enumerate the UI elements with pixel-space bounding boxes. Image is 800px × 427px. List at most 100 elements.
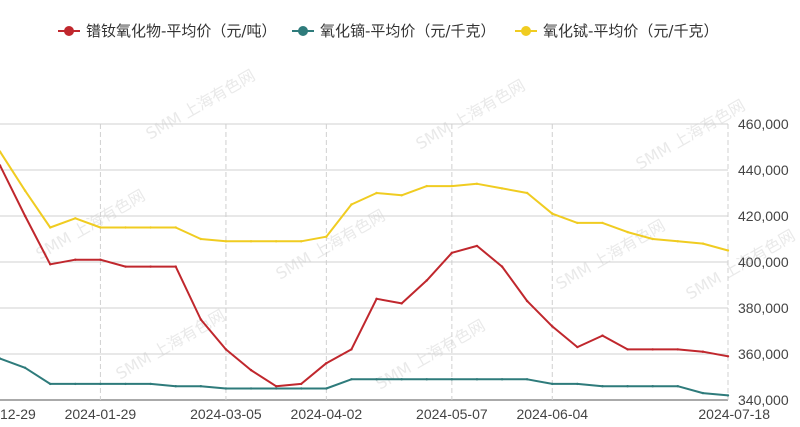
y-tick-label: 400,000 bbox=[738, 254, 789, 270]
series-3-point bbox=[325, 235, 328, 238]
series-3-point bbox=[174, 226, 177, 229]
series-3-point bbox=[375, 191, 378, 195]
series-1-point bbox=[149, 265, 152, 268]
series-2-point bbox=[525, 378, 529, 381]
series-1-point bbox=[224, 348, 228, 351]
series-1-point bbox=[676, 348, 679, 351]
legend-label: 氧化镝-平均价（元/千克） bbox=[320, 22, 495, 40]
series-3-point bbox=[525, 191, 529, 195]
legend-item-2[interactable]: 氧化镝-平均价（元/千克） bbox=[292, 22, 495, 40]
series-2-point bbox=[199, 385, 203, 388]
series-line-1 bbox=[0, 164, 729, 388]
series-3-point bbox=[701, 242, 705, 245]
y-axis: 340,000 360,000 380,000 400,000 420,000 440,0… bbox=[738, 116, 789, 408]
series-3-point bbox=[199, 237, 203, 241]
series-1-point bbox=[375, 297, 378, 300]
series-2-point bbox=[475, 378, 479, 381]
series-3-point bbox=[124, 226, 127, 229]
series-1-point bbox=[325, 362, 328, 365]
x-tick-label: 2024-05-07 bbox=[416, 406, 488, 422]
series-2-point bbox=[74, 382, 77, 386]
series-2-point bbox=[99, 382, 102, 386]
y-tick-label: 360,000 bbox=[738, 346, 789, 362]
legend[interactable]: 镨钕氧化物-平均价（元/吨） 氧化镝-平均价（元/千克） 氧化铽-平均价（元/千克） bbox=[58, 22, 718, 40]
series-3-point bbox=[23, 189, 27, 192]
series-2-point bbox=[701, 391, 705, 395]
series-1-point bbox=[425, 279, 428, 282]
watermark-text: SMM 上海有色网 bbox=[273, 206, 389, 284]
grid-layer bbox=[0, 123, 729, 401]
series-3-point bbox=[0, 150, 2, 153]
watermark-text: SMM 上海有色网 bbox=[143, 66, 259, 144]
x-axis: 12-29 2024-01-29 2024-03-05 2024-04-02 2024-… bbox=[0, 406, 770, 422]
y-tick-label: 440,000 bbox=[738, 162, 789, 178]
series-1-point bbox=[726, 355, 730, 358]
series-2-point bbox=[726, 394, 730, 397]
legend-item-3[interactable]: 氧化铽-平均价（元/千克） bbox=[515, 22, 718, 40]
series-2-point bbox=[174, 385, 177, 388]
series-1-point bbox=[23, 214, 27, 218]
series-3-point bbox=[500, 187, 504, 190]
legend-label: 镨钕氧化物-平均价（元/吨） bbox=[86, 22, 276, 40]
series-line-3 bbox=[0, 151, 729, 252]
series-1-point bbox=[601, 334, 604, 337]
series-3-point bbox=[400, 194, 403, 197]
series-2-point bbox=[651, 385, 654, 388]
series-2-point bbox=[500, 378, 504, 381]
series-2-point bbox=[425, 378, 428, 381]
series-3-point bbox=[726, 249, 730, 252]
series-2-point bbox=[350, 378, 353, 381]
series-2-point bbox=[23, 366, 27, 369]
series-1-point bbox=[49, 263, 52, 266]
series-3-point bbox=[425, 184, 428, 188]
legend-item-1[interactable]: 镨钕氧化物-平均价（元/吨） bbox=[58, 22, 276, 40]
series-2-point bbox=[49, 382, 52, 386]
series-line-2 bbox=[0, 357, 729, 397]
legend-marker bbox=[298, 26, 308, 36]
series-1-point bbox=[99, 258, 102, 261]
watermark-text: SMM 上海有色网 bbox=[373, 316, 489, 394]
series-1-point bbox=[525, 299, 529, 303]
series-1-point bbox=[249, 368, 253, 372]
series-3-point bbox=[651, 237, 654, 241]
series-2-point bbox=[576, 382, 579, 386]
series-3-point bbox=[450, 184, 454, 188]
series-2-point bbox=[601, 385, 604, 388]
series-3-point bbox=[149, 226, 152, 229]
series-1-point bbox=[551, 325, 554, 328]
watermark-text: SMM 上海有色网 bbox=[113, 306, 229, 384]
series-2-point bbox=[400, 378, 403, 381]
series-1-point bbox=[300, 382, 303, 386]
series-3-point bbox=[475, 182, 479, 185]
series-3-point bbox=[551, 212, 554, 215]
series-1-point bbox=[199, 318, 203, 321]
series-3-point bbox=[676, 240, 679, 243]
watermark-text: SMM 上海有色网 bbox=[413, 76, 529, 154]
y-tick-label: 380,000 bbox=[738, 300, 789, 316]
legend-marker bbox=[521, 26, 531, 36]
series-3-point bbox=[576, 221, 579, 225]
x-tick-label: 2024-03-05 bbox=[190, 406, 262, 422]
legend-label: 氧化铽-平均价（元/千克） bbox=[543, 22, 718, 40]
series-2-point bbox=[450, 378, 454, 381]
series-3-point bbox=[224, 240, 228, 243]
series-2-point bbox=[551, 382, 554, 386]
x-tick-label: 2024-06-04 bbox=[516, 406, 588, 422]
legend-marker bbox=[64, 26, 74, 36]
series-3-point bbox=[74, 217, 77, 220]
series-2-point bbox=[300, 387, 303, 390]
x-tick-label: 2024-01-29 bbox=[65, 406, 137, 422]
series-1-point bbox=[274, 385, 278, 388]
x-tick-label: 12-29 bbox=[0, 406, 36, 422]
series-2-point bbox=[325, 387, 328, 390]
watermark-text: SMM 上海有色网 bbox=[553, 216, 669, 294]
series-2-point bbox=[149, 382, 152, 386]
series-1-point bbox=[626, 348, 629, 351]
series-1-point bbox=[475, 244, 479, 248]
series-1-point bbox=[74, 258, 77, 261]
series-1-point bbox=[174, 265, 177, 268]
series-3-point bbox=[350, 203, 353, 206]
series-1-point bbox=[350, 348, 353, 351]
series-3-point bbox=[601, 221, 604, 225]
